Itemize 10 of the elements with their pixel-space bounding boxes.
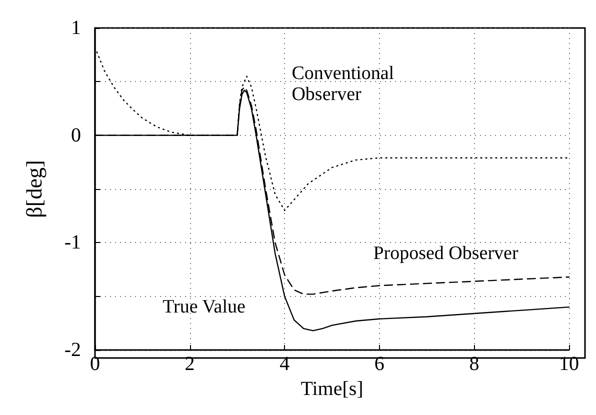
- x-tick-label: 4: [280, 353, 290, 375]
- series-label: Proposed Observer: [373, 242, 519, 264]
- text: True Value: [162, 296, 246, 318]
- y-tick-label: -2: [64, 339, 81, 361]
- y-axis-title: β[deg]: [22, 160, 46, 218]
- y-tick-label: 0: [71, 124, 81, 146]
- series-label: Conventional Observer: [292, 62, 394, 105]
- x-axis-title: Time[s]: [300, 378, 364, 400]
- y-tick-label: -1: [64, 232, 81, 254]
- y-tick-label: 1: [71, 17, 81, 39]
